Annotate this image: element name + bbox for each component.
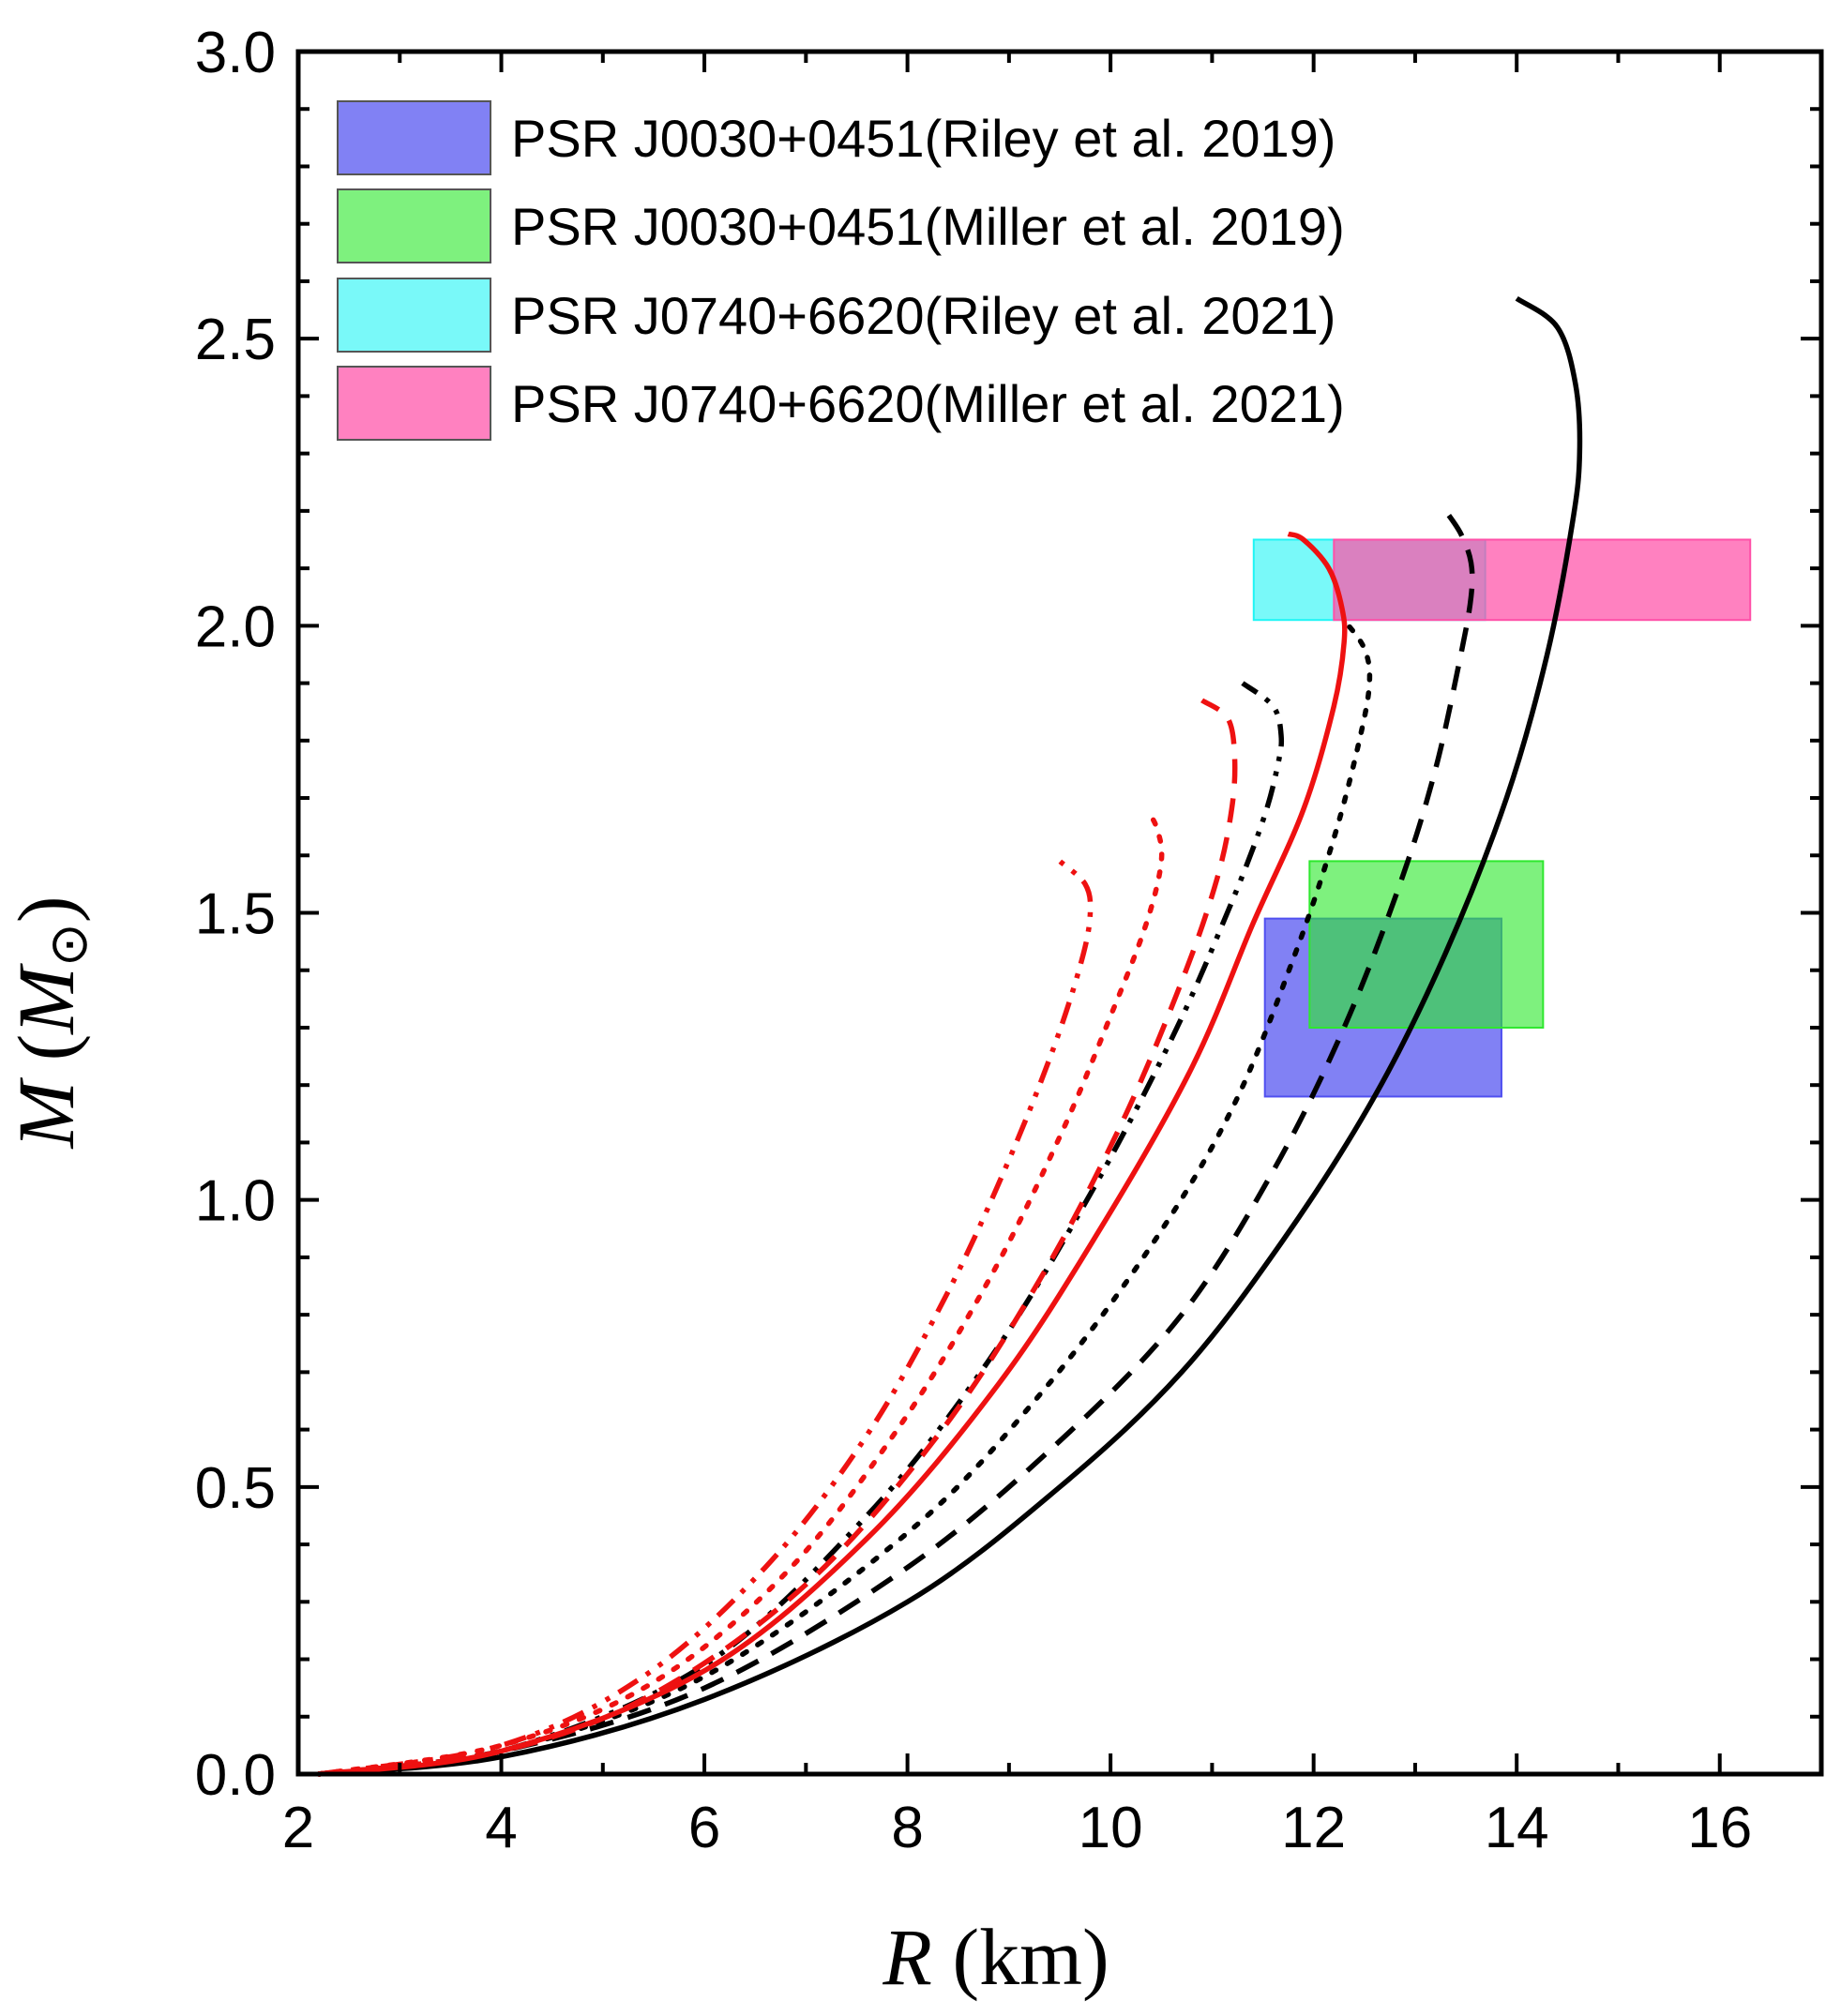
region-1 bbox=[1308, 860, 1545, 1029]
x-tick-label: 2 bbox=[282, 1796, 314, 1860]
legend-label-3: PSR J0740+6620(Miller et al. 2021) bbox=[511, 374, 1345, 433]
x-tick-label: 8 bbox=[891, 1796, 923, 1860]
curve-red-dashdotdot bbox=[318, 859, 1094, 1777]
y-axis-sun-subscript: ⊙ bbox=[40, 923, 98, 967]
legend-swatch-2 bbox=[337, 278, 491, 353]
mass-radius-curves bbox=[315, 295, 1583, 1777]
legend-label-2: PSR J0740+6620(Riley et al. 2021) bbox=[511, 286, 1335, 345]
y-axis-symbol: M bbox=[1, 1076, 91, 1150]
x-axis-unit: (km) bbox=[932, 1912, 1109, 2002]
curve-red-dash bbox=[318, 698, 1238, 1777]
curve-black-dash bbox=[318, 509, 1475, 1777]
legend-swatch-1 bbox=[337, 188, 491, 263]
y-tick-label: 1.0 bbox=[195, 1169, 276, 1234]
y-tick-label: 0.0 bbox=[195, 1743, 276, 1808]
legend-swatch-0 bbox=[337, 100, 491, 175]
x-tick-label: 14 bbox=[1485, 1796, 1549, 1860]
legend: PSR J0030+0451(Riley et al. 2019) PSR J00… bbox=[337, 100, 1345, 441]
y-tick-label: 0.5 bbox=[195, 1456, 276, 1521]
curve-red-dot bbox=[315, 806, 1165, 1777]
region-3 bbox=[1333, 538, 1752, 622]
y-axis-open-paren: ( bbox=[1, 1034, 91, 1081]
x-tick-label: 16 bbox=[1687, 1796, 1752, 1860]
plot-frame bbox=[295, 49, 1824, 1777]
legend-label-0: PSR J0030+0451(Riley et al. 2019) bbox=[511, 109, 1335, 168]
y-axis-close-paren: ) bbox=[1, 896, 91, 924]
x-tick-label: 12 bbox=[1281, 1796, 1346, 1860]
x-axis-symbol: R bbox=[882, 1912, 932, 2002]
curve-black-solid bbox=[318, 295, 1583, 1777]
y-tick-labels: 0.0 0.5 1.0 1.5 2.0 2.5 3.0 bbox=[195, 21, 276, 1808]
y-axis-unit-symbol: M bbox=[1, 963, 91, 1036]
y-axis-title: M (M⊙) bbox=[1, 896, 98, 1151]
curve-red-solid bbox=[318, 531, 1348, 1777]
x-axis-title: R (km) bbox=[882, 1912, 1109, 2002]
x-tick-label: 4 bbox=[485, 1796, 517, 1860]
observation-regions bbox=[1252, 538, 1752, 1098]
x-tick-label: 10 bbox=[1079, 1796, 1143, 1860]
legend-swatch-3 bbox=[337, 366, 491, 441]
x-tick-label: 6 bbox=[688, 1796, 720, 1860]
y-tick-label: 2.5 bbox=[195, 308, 276, 372]
legend-label-1: PSR J0030+0451(Miller et al. 2019) bbox=[511, 197, 1345, 256]
curve-black-dot bbox=[315, 617, 1373, 1777]
y-tick-label: 2.0 bbox=[195, 594, 276, 659]
x-tick-labels: 2 4 6 8 10 12 14 16 bbox=[282, 1796, 1752, 1860]
y-tick-label: 3.0 bbox=[195, 21, 276, 85]
y-tick-label: 1.5 bbox=[195, 882, 276, 947]
